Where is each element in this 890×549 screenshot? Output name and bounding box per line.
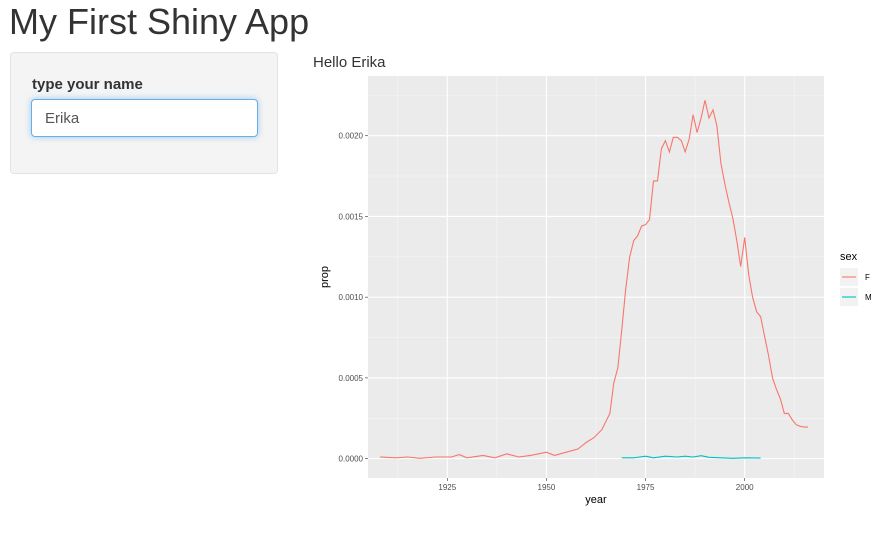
- name-input-label: type your name: [32, 76, 143, 93]
- x-tick-label: 1975: [637, 483, 655, 492]
- legend-title: sex: [840, 251, 858, 263]
- y-tick-label: 0.0000: [339, 455, 364, 464]
- legend-label-f: F: [865, 273, 870, 282]
- series-line-f: [379, 100, 809, 459]
- name-input[interactable]: [31, 99, 258, 137]
- x-tick-label: 1950: [538, 483, 556, 492]
- prop-line-chart: 1925 1950 1975 2000 0.0000 0.0005 0.0010 0.0015…: [319, 76, 872, 506]
- series-line-m: [621, 455, 761, 459]
- y-tick-label: 0.0005: [339, 374, 364, 383]
- x-tick-label: 1925: [438, 483, 456, 492]
- sidebar-panel: type your name: [10, 52, 278, 174]
- x-tick-label: 2000: [736, 483, 754, 492]
- y-tick-label: 0.0010: [339, 293, 364, 302]
- y-tick-label: 0.0015: [339, 212, 364, 221]
- legend-label-m: M: [865, 293, 872, 302]
- x-axis-title: year: [585, 494, 607, 506]
- greeting-text: Hello Erika: [313, 54, 386, 71]
- y-axis-title: prop: [319, 266, 331, 288]
- app-title: My First Shiny App: [9, 1, 310, 42]
- y-tick-label: 0.0020: [339, 132, 364, 141]
- main-panel: Hello Erika 1925 1950 1975 2000 0.0000 0.0005…: [300, 50, 890, 549]
